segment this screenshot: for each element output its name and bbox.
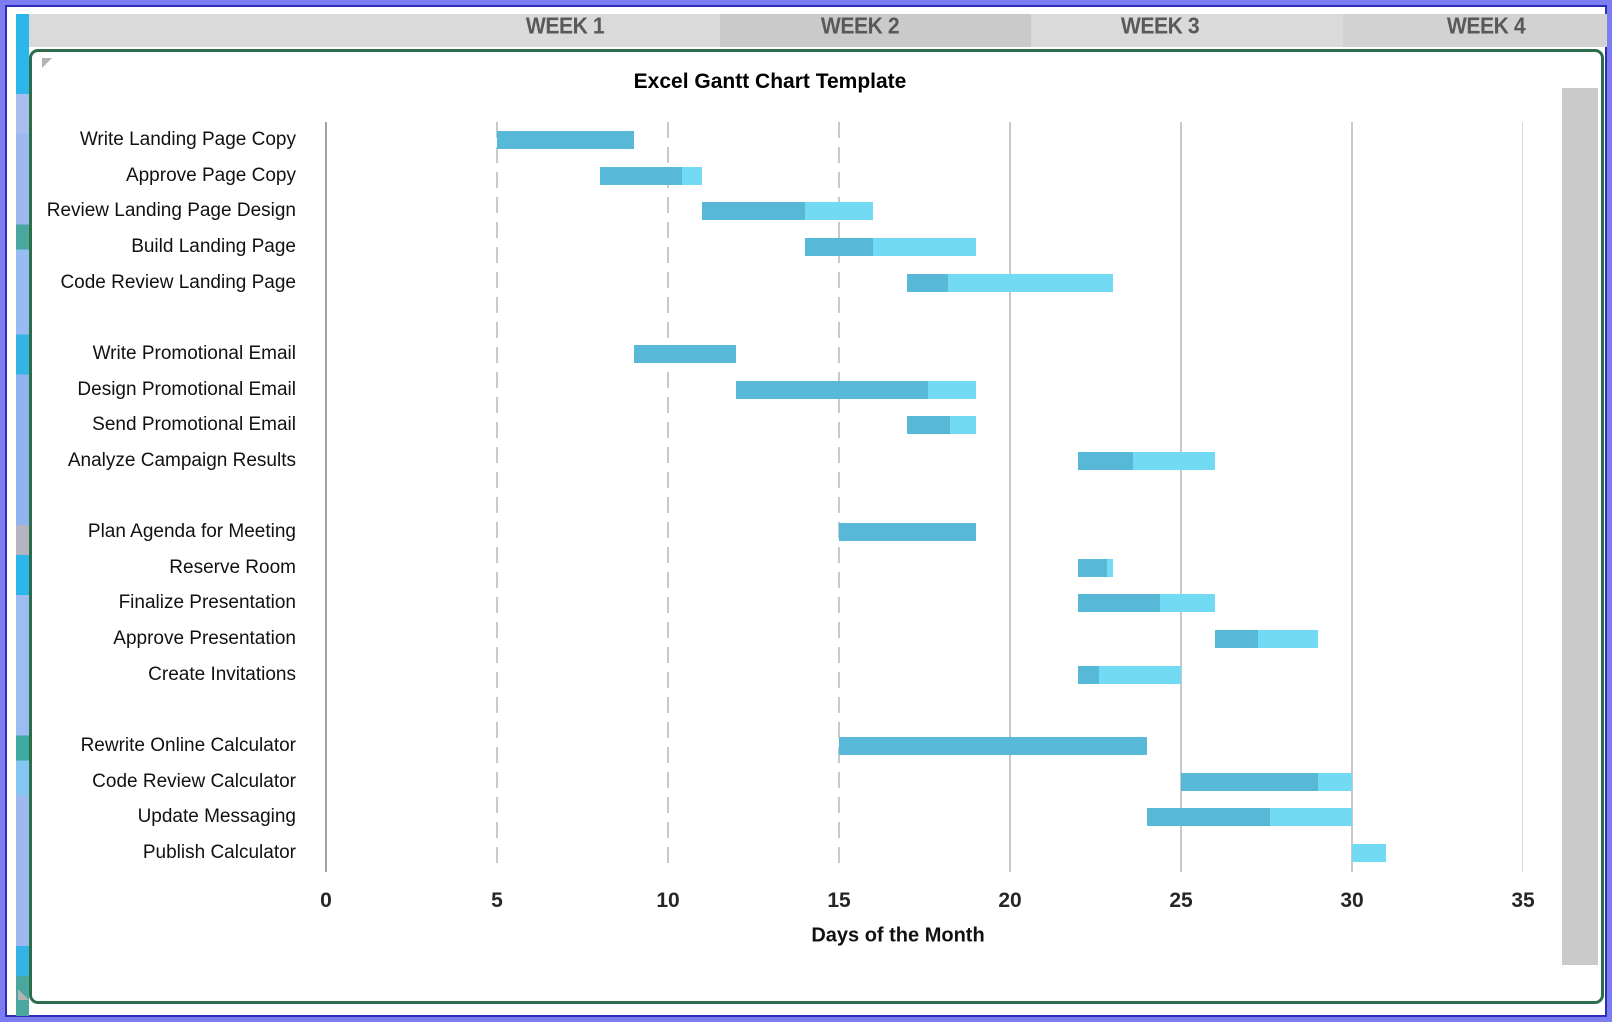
task-bar-completed <box>1215 630 1258 649</box>
task-bar-completed <box>1181 772 1318 791</box>
task-bar[interactable] <box>1215 630 1318 649</box>
task-bar-completed <box>599 166 682 185</box>
task-label: Write Promotional Email <box>92 342 296 364</box>
x-tick-label-10: 10 <box>656 889 680 912</box>
task-label: Analyze Campaign Results <box>67 449 296 471</box>
week1-header-cell[interactable] <box>28 14 720 47</box>
task-label: Reserve Room <box>169 556 296 578</box>
x-tick-label-30: 30 <box>1340 889 1364 912</box>
week1-label: WEEK 1 <box>525 12 605 39</box>
task-label: Code Review Landing Page <box>60 271 296 293</box>
task-label: Code Review Calculator <box>92 770 296 792</box>
chart-title: Excel Gantt Chart Template <box>633 70 907 93</box>
week3-header-cell[interactable] <box>1031 14 1343 47</box>
task-label: Approve Presentation <box>113 628 296 650</box>
week3-label: WEEK 3 <box>1120 12 1200 39</box>
task-bar-completed <box>497 131 634 149</box>
task-bar[interactable] <box>1181 772 1352 791</box>
week2-header-cell[interactable] <box>720 14 1031 47</box>
task-bar[interactable] <box>907 416 976 435</box>
task-bar[interactable] <box>1146 808 1352 827</box>
gridline-day-10 <box>667 122 669 872</box>
gridline-day-30 <box>1351 122 1353 872</box>
task-bar[interactable] <box>1078 594 1216 613</box>
task-bar-completed <box>1078 594 1161 613</box>
task-bar[interactable] <box>1352 844 1387 862</box>
task-bar[interactable] <box>599 166 703 185</box>
task-label: Finalize Presentation <box>118 592 296 614</box>
task-bar[interactable] <box>633 344 737 363</box>
worksheet-edge-strip <box>16 14 29 1016</box>
task-bar[interactable] <box>702 202 874 221</box>
task-bar-completed <box>702 202 805 221</box>
x-tick-label-20: 20 <box>998 889 1022 912</box>
gantt-chart-panel[interactable]: Excel Gantt Chart Template Write Landing… <box>29 49 1604 1004</box>
task-bar[interactable] <box>1078 665 1181 684</box>
gridline-day-35 <box>1522 122 1523 872</box>
task-label: Update Messaging <box>137 806 296 828</box>
task-label: Send Promotional Email <box>92 414 296 436</box>
task-bar[interactable] <box>839 737 1147 756</box>
task-bar-completed <box>736 380 928 399</box>
x-tick-label-15: 15 <box>827 889 851 912</box>
task-label: Rewrite Online Calculator <box>80 735 296 757</box>
task-bar-completed <box>1078 558 1108 577</box>
task-bar-completed <box>633 344 737 363</box>
gridline-day-20 <box>1009 122 1011 872</box>
task-bar[interactable] <box>804 237 976 256</box>
worksheet-column-strip <box>1562 88 1598 965</box>
task-bar-completed <box>1078 665 1099 684</box>
task-bar-completed <box>839 737 1147 756</box>
task-label: Approve Page Copy <box>125 164 296 186</box>
resize-handle-triangle <box>18 989 29 1000</box>
task-bar-completed <box>804 237 874 256</box>
task-bar-completed <box>839 523 976 542</box>
task-label: Create Invitations <box>148 663 296 685</box>
resize-handle-triangle <box>42 58 52 68</box>
task-bar-completed <box>1078 451 1134 470</box>
gridline-day-5 <box>496 122 498 872</box>
task-label: Review Landing Page Design <box>46 200 296 222</box>
task-bar-completed <box>907 416 951 435</box>
task-bar[interactable] <box>1078 451 1216 470</box>
task-label: Write Landing Page Copy <box>79 129 296 150</box>
x-tick-label-5: 5 <box>491 889 503 912</box>
week4-header-cell[interactable] <box>1343 14 1607 47</box>
task-bar[interactable] <box>1078 558 1113 577</box>
x-tick-label-25: 25 <box>1169 889 1193 912</box>
task-label: Build Landing Page <box>131 235 296 257</box>
task-bar[interactable] <box>736 380 976 399</box>
x-tick-label-35: 35 <box>1511 889 1535 912</box>
week2-label: WEEK 2 <box>820 12 900 39</box>
gridline-day-0 <box>325 122 327 872</box>
task-bar[interactable] <box>907 273 1113 292</box>
task-label: Publish Calculator <box>142 842 296 863</box>
task-bar-completed <box>1146 808 1270 827</box>
x-axis-title: Days of the Month <box>811 924 985 947</box>
task-bar[interactable] <box>497 131 634 149</box>
gridline-day-15 <box>838 122 840 872</box>
task-label: Design Promotional Email <box>77 378 296 400</box>
task-bar-completed <box>907 273 949 292</box>
x-tick-label-0: 0 <box>320 889 332 912</box>
week4-label: WEEK 4 <box>1446 12 1526 39</box>
gridline-day-25 <box>1180 122 1182 872</box>
task-label: Plan Agenda for Meeting <box>87 521 296 543</box>
task-bar[interactable] <box>839 523 976 542</box>
